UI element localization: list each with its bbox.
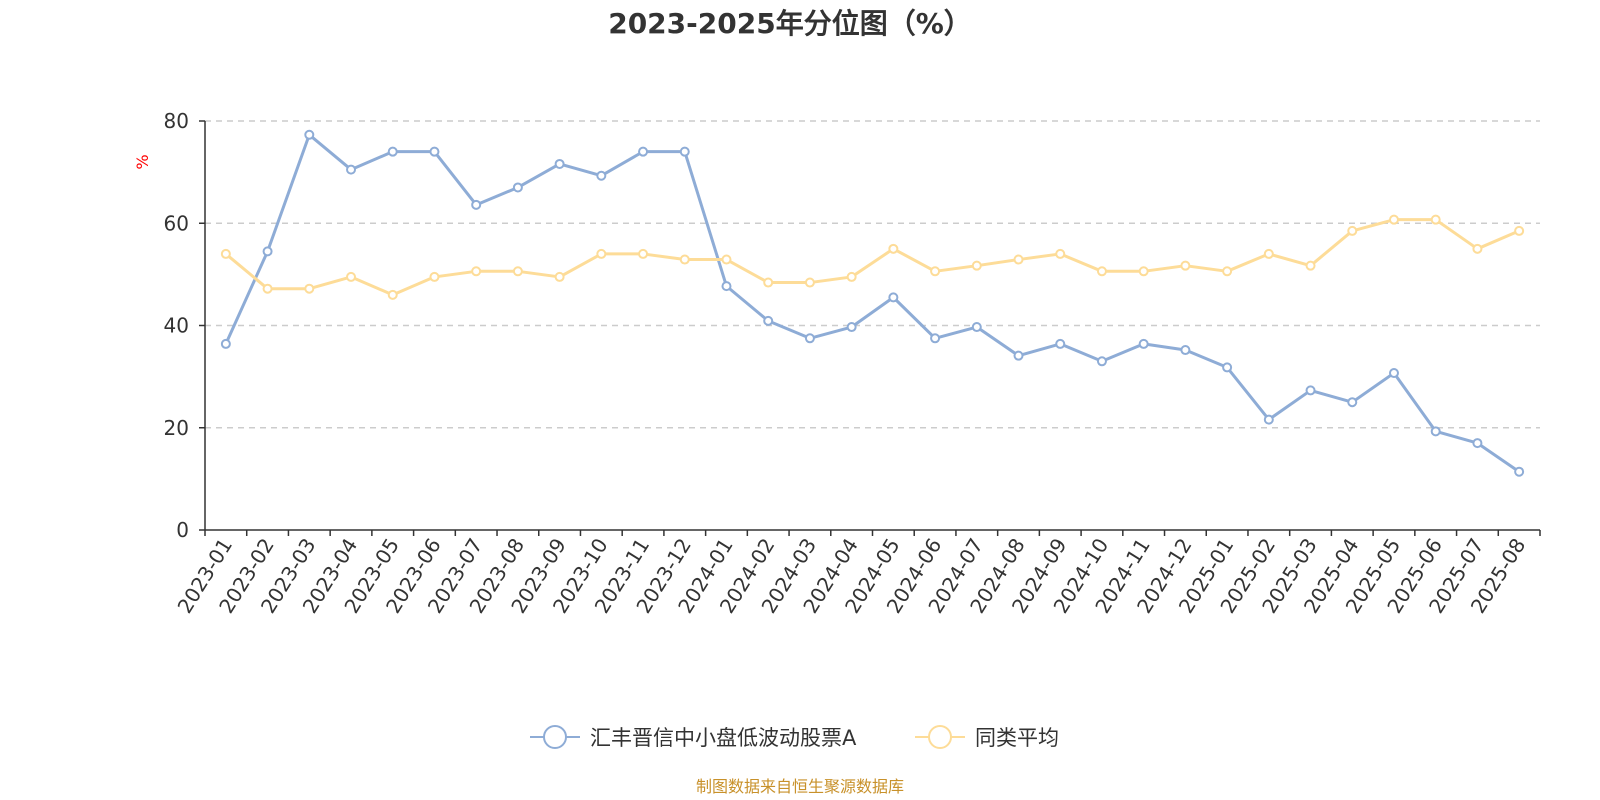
legend-label: 同类平均: [975, 726, 1059, 750]
data-point: [888, 292, 899, 303]
data-point: [304, 129, 315, 140]
data-point: [304, 283, 315, 294]
data-point: [262, 283, 273, 294]
data-point: [1013, 350, 1024, 361]
data-point: [1138, 338, 1149, 349]
data-point: [429, 271, 440, 282]
legend-marker: [543, 725, 567, 749]
data-source-note: 制图数据来自恒生聚源数据库: [696, 777, 904, 796]
data-point: [387, 146, 398, 157]
data-point: [846, 271, 857, 282]
data-point: [804, 333, 815, 344]
legend-marker: [928, 725, 952, 749]
data-point: [1263, 248, 1274, 259]
data-point: [262, 246, 273, 257]
legend: 汇丰晋信中小盘低波动股票A 同类平均: [530, 725, 1059, 750]
data-point: [512, 182, 523, 193]
data-point: [1430, 214, 1441, 225]
data-point: [971, 260, 982, 271]
y-axis-unit-label: %: [133, 154, 152, 169]
data-point: [471, 199, 482, 210]
grid-lines: [205, 120, 1540, 429]
data-point: [1180, 345, 1191, 356]
data-point: [1222, 362, 1233, 373]
series-line-1: [224, 133, 1521, 474]
data-point: [1514, 466, 1525, 477]
data-point: [1222, 266, 1233, 277]
data-point: [888, 243, 899, 254]
data-point: [804, 277, 815, 288]
data-point: [930, 266, 941, 277]
legend-label: 汇丰晋信中小盘低波动股票A: [590, 726, 857, 750]
data-point: [721, 281, 732, 292]
series-lines: [220, 129, 1525, 477]
y-tick-label: 80: [164, 109, 189, 133]
data-point: [429, 146, 440, 157]
data-point: [1096, 356, 1107, 367]
data-point: [1305, 385, 1316, 396]
data-point: [1472, 438, 1483, 449]
data-point: [1472, 243, 1483, 254]
data-point: [679, 146, 690, 157]
y-tick-label: 40: [164, 314, 189, 338]
data-point: [220, 248, 231, 259]
data-point: [638, 248, 649, 259]
data-point: [846, 322, 857, 333]
y-tick-label: 60: [164, 211, 189, 235]
x-axis-ticks: 2023-012023-022023-032023-042023-052023-…: [172, 530, 1541, 618]
data-point: [220, 338, 231, 349]
data-point: [1305, 260, 1316, 271]
data-point: [638, 146, 649, 157]
data-point: [554, 271, 565, 282]
data-point: [679, 254, 690, 265]
data-point: [346, 164, 357, 175]
series-line-2: [224, 218, 1521, 297]
data-point: [763, 277, 774, 288]
y-axis-ticks: 0 20 40 60 80: [164, 109, 205, 542]
data-point: [1388, 368, 1399, 379]
data-point: [1430, 426, 1441, 437]
data-point: [1055, 248, 1066, 259]
data-point: [721, 254, 732, 265]
data-point: [1388, 214, 1399, 225]
data-point: [1013, 254, 1024, 265]
data-point: [930, 333, 941, 344]
data-point: [1055, 338, 1066, 349]
data-point: [1347, 397, 1358, 408]
data-point: [471, 266, 482, 277]
y-tick-label: 0: [176, 518, 189, 542]
data-point: [1180, 260, 1191, 271]
data-point: [554, 158, 565, 169]
data-point: [512, 266, 523, 277]
y-tick-label: 20: [164, 416, 189, 440]
data-point: [346, 271, 357, 282]
data-point: [763, 315, 774, 326]
data-point: [1263, 414, 1274, 425]
data-point: [1347, 225, 1358, 236]
data-point: [596, 248, 607, 259]
data-point: [1514, 225, 1525, 236]
data-point: [387, 289, 398, 300]
chart-title: 2023-2025年分位图（%）: [608, 7, 972, 40]
data-point: [1096, 266, 1107, 277]
data-point: [1138, 266, 1149, 277]
data-point: [596, 170, 607, 181]
data-point: [971, 322, 982, 333]
